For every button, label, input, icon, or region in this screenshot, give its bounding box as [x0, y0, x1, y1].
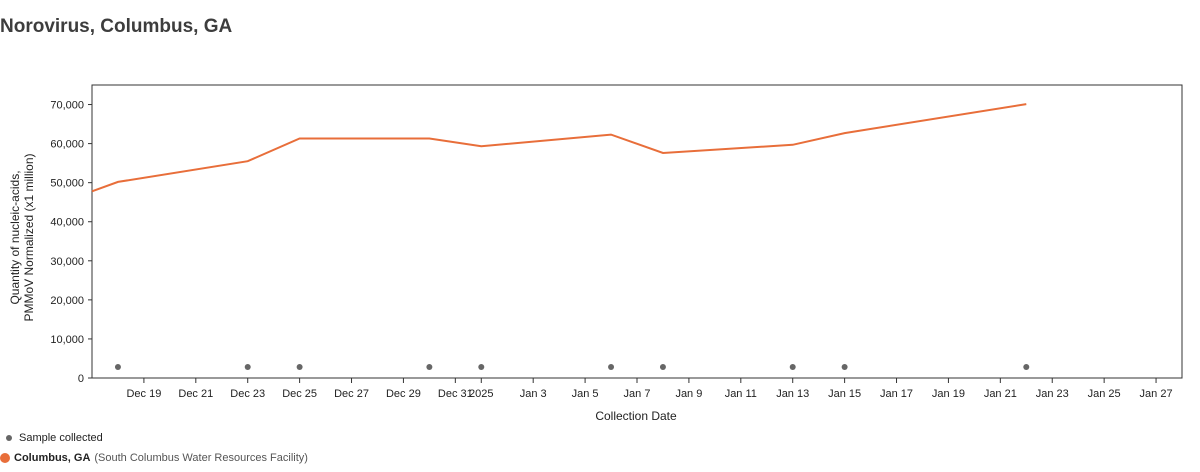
y-axis: 0 10,000 20,000 30,000 40,000 50,000 60,000 70,… [50, 100, 92, 385]
x-tick-label: Dec 23 [230, 388, 265, 400]
y-tick-label: 70,000 [50, 100, 84, 112]
legend-samples-label: Sample collected [19, 432, 103, 444]
x-tick-label: Jan 9 [675, 388, 702, 400]
y-tick-label: 20,000 [50, 295, 84, 307]
x-tick-label: 2025 [469, 388, 493, 400]
series-dot-icon [0, 453, 10, 463]
y-tick-label: 30,000 [50, 256, 84, 268]
sample-dot[interactable] [478, 364, 485, 370]
samples-layer [114, 364, 1030, 370]
y-tick-label: 10,000 [50, 334, 84, 346]
sample-dot[interactable] [789, 364, 796, 370]
y-tick-label: 60,000 [50, 139, 84, 151]
series-line[interactable] [91, 103, 1027, 193]
x-tick-label: Jan 3 [520, 388, 547, 400]
sample-dot-icon [6, 435, 12, 441]
sample-dot[interactable] [114, 364, 121, 370]
x-tick-label: Jan 25 [1088, 388, 1121, 400]
x-tick-label: Jan 7 [624, 388, 651, 400]
legend-site-facility: (South Columbus Water Resources Facility… [94, 452, 308, 464]
sample-dot[interactable] [659, 364, 666, 370]
x-tick-label: Dec 29 [386, 388, 421, 400]
sample-dot[interactable] [244, 364, 251, 370]
y-axis-title: Quantity of nucleic-acids,PMMoV Normaliz… [8, 153, 36, 321]
page-title: Norovirus, Columbus, GA [0, 16, 233, 37]
sample-dot[interactable] [841, 364, 848, 370]
x-tick-label: Dec 27 [334, 388, 369, 400]
x-tick-label: Jan 21 [984, 388, 1017, 400]
x-tick-label: Jan 17 [880, 388, 913, 400]
x-tick-label: Dec 31 [438, 388, 473, 400]
y-tick-label: 0 [78, 373, 84, 385]
x-tick-label: Jan 11 [725, 388, 757, 400]
sample-dot[interactable] [296, 364, 303, 370]
x-tick-label: Jan 13 [776, 388, 809, 400]
legend-site-name: Columbus, GA [14, 452, 91, 464]
x-tick-label: Jan 5 [572, 388, 599, 400]
legend-site[interactable]: Columbus, GA (South Columbus Water Resou… [0, 452, 308, 464]
sample-dot[interactable] [1023, 364, 1030, 370]
legend-samples: Sample collected [6, 432, 103, 444]
plot-frame [91, 84, 1183, 379]
x-tick-label: Jan 15 [828, 388, 861, 400]
x-axis: Dec 19 Dec 21 Dec 23 Dec 25 Dec 27 Dec 29 Dec … [126, 378, 1173, 400]
x-axis-title: Collection Date [595, 409, 677, 423]
x-tick-label: Jan 19 [932, 388, 965, 400]
sample-dot[interactable] [426, 364, 433, 370]
series-layer [91, 103, 1027, 193]
y-tick-label: 50,000 [50, 178, 84, 190]
x-tick-label: Dec 25 [282, 388, 317, 400]
x-tick-label: Jan 23 [1036, 388, 1069, 400]
sample-dot[interactable] [608, 364, 615, 370]
x-tick-label: Dec 21 [178, 388, 213, 400]
x-tick-label: Dec 19 [126, 388, 161, 400]
line-chart: 0 10,000 20,000 30,000 40,000 50,000 60,000 70,… [8, 84, 1183, 423]
y-axis-title-line: Quantity of nucleic-acids, [8, 170, 22, 304]
y-axis-title-line: PMMoV Normalized (x1 million) [22, 153, 36, 321]
x-tick-label: Jan 27 [1140, 388, 1173, 400]
y-tick-label: 40,000 [50, 217, 84, 229]
